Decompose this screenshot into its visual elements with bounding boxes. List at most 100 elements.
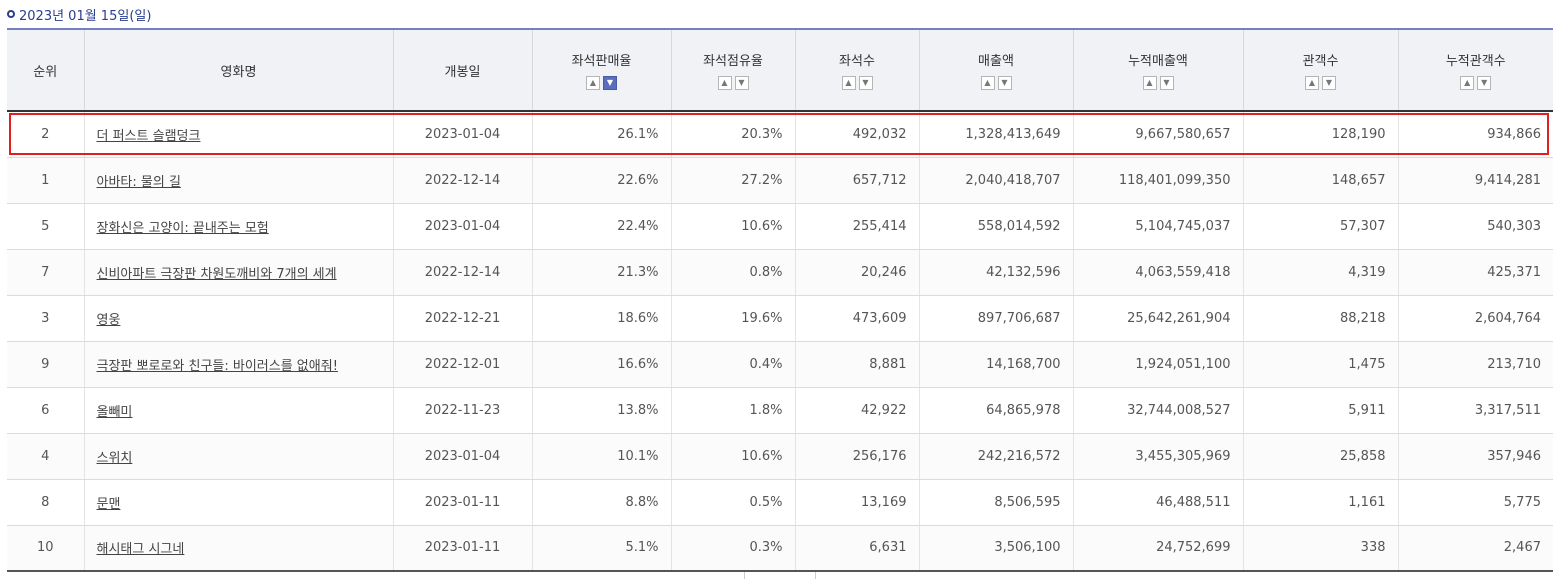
- column-header-label: 개봉일: [444, 64, 481, 80]
- boxoffice-table: 순위 영화명 개봉일 좌석판매율 ▲ ▼ 좌석점유율 ▲ ▼ 좌석수 ▲ ▼ 매출액 ▲ ▼ 누적매출액 ▲ ▼ 관…: [7, 28, 1553, 572]
- caret-down-icon[interactable]: ▼: [1159, 76, 1174, 90]
- cell-title: 영웅: [83, 295, 393, 342]
- cell-cum-sales: 32,744,008,527: [1072, 387, 1243, 434]
- cell-seats: 473,609: [794, 295, 919, 342]
- date-label: 2023년 01월 15일(일): [19, 8, 152, 24]
- table-row: 10 해시태그 시그네 2023-01-11 5.1% 0.3% 6,631 3,506,1…: [7, 525, 1553, 572]
- cell-cum-sales: 46,488,511: [1072, 479, 1243, 526]
- cell-cum-audience: 9,414,281: [1397, 157, 1553, 204]
- table-row: 1 아바타: 물의 길 2022-12-14 22.6% 27.2% 657,712 2,0…: [7, 157, 1553, 204]
- cell-audience: 338: [1242, 525, 1398, 572]
- cell-cum-audience: 357,946: [1397, 433, 1553, 480]
- cell-title: 해시태그 시그네: [83, 525, 393, 572]
- column-header-label: 순위: [33, 64, 58, 80]
- table-row-highlighted: 2 더 퍼스트 슬램덩크 2023-01-04 26.1% 20.3% 492,032 1,…: [7, 111, 1553, 158]
- cell-rank: 6: [7, 387, 84, 434]
- movie-title-link[interactable]: 올빼미: [96, 404, 133, 420]
- cell-seats: 13,169: [794, 479, 919, 526]
- caret-down-icon[interactable]: ▼: [603, 76, 617, 90]
- caret-down-icon[interactable]: ▼: [858, 76, 873, 90]
- cell-rank: 4: [7, 433, 84, 480]
- cell-release: 2023-01-04: [392, 433, 532, 480]
- cell-seat-share: 10.6%: [670, 203, 795, 250]
- caret-down-icon[interactable]: ▼: [997, 76, 1012, 90]
- cell-seat-sales-rate: 26.1%: [531, 111, 671, 158]
- cell-cum-sales: 9,667,580,657: [1072, 111, 1243, 158]
- cell-audience: 1,475: [1242, 341, 1398, 388]
- cell-release: 2023-01-04: [392, 111, 532, 158]
- movie-title-link[interactable]: 장화신은 고양이: 끝내주는 모험: [96, 220, 269, 236]
- cell-seat-share: 0.5%: [670, 479, 795, 526]
- cell-release: 2022-11-23: [392, 387, 532, 434]
- table-row: 6 올빼미 2022-11-23 13.8% 1.8% 42,922 64,865,978 3…: [7, 387, 1553, 434]
- cell-sales: 1,328,413,649: [918, 111, 1073, 158]
- column-header-label: 누적매출액: [1128, 54, 1188, 69]
- caret-up-icon[interactable]: ▲: [586, 76, 600, 90]
- cell-seat-sales-rate: 8.8%: [531, 479, 671, 526]
- cell-release: 2022-12-01: [392, 341, 532, 388]
- cell-cum-audience: 425,371: [1397, 249, 1553, 296]
- cell-seat-share: 0.8%: [670, 249, 795, 296]
- cell-cum-audience: 3,317,511: [1397, 387, 1553, 434]
- cell-sales: 3,506,100: [918, 525, 1073, 572]
- column-header-label: 좌석판매율: [571, 54, 632, 69]
- caret-up-icon[interactable]: ▲: [1142, 76, 1157, 90]
- caret-up-icon[interactable]: ▲: [841, 76, 856, 90]
- caret-down-icon[interactable]: ▼: [1477, 76, 1492, 90]
- cell-title: 신비아파트 극장판 차원도깨비와 7개의 세계: [83, 249, 393, 296]
- cell-audience: 57,307: [1242, 203, 1398, 250]
- cell-release: 2022-12-14: [392, 249, 532, 296]
- column-header-sales: 매출액 ▲ ▼: [918, 28, 1073, 112]
- cell-release: 2023-01-11: [392, 525, 532, 572]
- caret-up-icon[interactable]: ▲: [717, 76, 732, 90]
- column-header-release: 개봉일: [392, 28, 532, 112]
- movie-title-link[interactable]: 아바타: 물의 길: [96, 174, 181, 190]
- table-row: 7 신비아파트 극장판 차원도깨비와 7개의 세계 2022-12-14 21.3% 0…: [7, 249, 1553, 296]
- cell-seats: 8,881: [794, 341, 919, 388]
- movie-title-link[interactable]: 해시태그 시그네: [96, 542, 185, 558]
- table-row: 3 영웅 2022-12-21 18.6% 19.6% 473,609 897,706,68…: [7, 295, 1553, 342]
- caret-down-icon[interactable]: ▼: [734, 76, 749, 90]
- cell-seats: 255,414: [794, 203, 919, 250]
- caret-down-icon[interactable]: ▼: [1322, 76, 1336, 90]
- movie-title-link[interactable]: 극장판 뽀로로와 친구들: 바이러스를 없애줘!: [96, 358, 338, 374]
- cell-seat-sales-rate: 18.6%: [531, 295, 671, 342]
- cell-cum-sales: 1,924,051,100: [1072, 341, 1243, 388]
- cell-seat-sales-rate: 5.1%: [531, 525, 671, 572]
- movie-title-link[interactable]: 영웅: [96, 312, 121, 328]
- cell-rank: 9: [7, 341, 84, 388]
- cell-rank: 3: [7, 295, 84, 342]
- cell-rank: 10: [7, 525, 84, 572]
- cell-seat-sales-rate: 13.8%: [531, 387, 671, 434]
- cell-release: 2022-12-21: [392, 295, 532, 342]
- cell-release: 2022-12-14: [392, 157, 532, 204]
- cell-cum-sales: 25,642,261,904: [1072, 295, 1243, 342]
- cell-title: 문맨: [83, 479, 393, 526]
- cell-seats: 657,712: [794, 157, 919, 204]
- sort-controls: ▲ ▼: [796, 76, 919, 90]
- column-header-seats: 좌석수 ▲ ▼: [794, 28, 919, 112]
- column-header-seat-share: 좌석점유율 ▲ ▼: [670, 28, 795, 112]
- caret-up-icon[interactable]: ▲: [1460, 76, 1475, 90]
- movie-title-link[interactable]: 더 퍼스트 슬램덩크: [96, 128, 201, 144]
- cell-cum-sales: 4,063,559,418: [1072, 249, 1243, 296]
- cell-seats: 256,176: [794, 433, 919, 480]
- caret-up-icon[interactable]: ▲: [1305, 76, 1319, 90]
- cell-seats: 492,032: [794, 111, 919, 158]
- cell-seats: 42,922: [794, 387, 919, 434]
- column-header-label: 영화명: [220, 64, 257, 80]
- column-header-label: 좌석점유율: [703, 54, 763, 69]
- cell-seat-share: 27.2%: [670, 157, 795, 204]
- cell-seat-sales-rate: 22.4%: [531, 203, 671, 250]
- cell-seat-sales-rate: 21.3%: [531, 249, 671, 296]
- date-heading: 2023년 01월 15일(일): [7, 4, 151, 24]
- column-header-seat-sales-rate: 좌석판매율 ▲ ▼: [531, 28, 671, 112]
- column-header-rank: 순위: [7, 28, 84, 112]
- column-header-audience: 관객수 ▲ ▼: [1242, 28, 1398, 112]
- column-header-cum-audience: 누적관객수 ▲ ▼: [1397, 28, 1553, 112]
- movie-title-link[interactable]: 스위치: [96, 450, 133, 466]
- column-header-label: 누적관객수: [1445, 54, 1506, 69]
- caret-up-icon[interactable]: ▲: [980, 76, 995, 90]
- movie-title-link[interactable]: 문맨: [96, 496, 121, 512]
- movie-title-link[interactable]: 신비아파트 극장판 차원도깨비와 7개의 세계: [96, 266, 337, 282]
